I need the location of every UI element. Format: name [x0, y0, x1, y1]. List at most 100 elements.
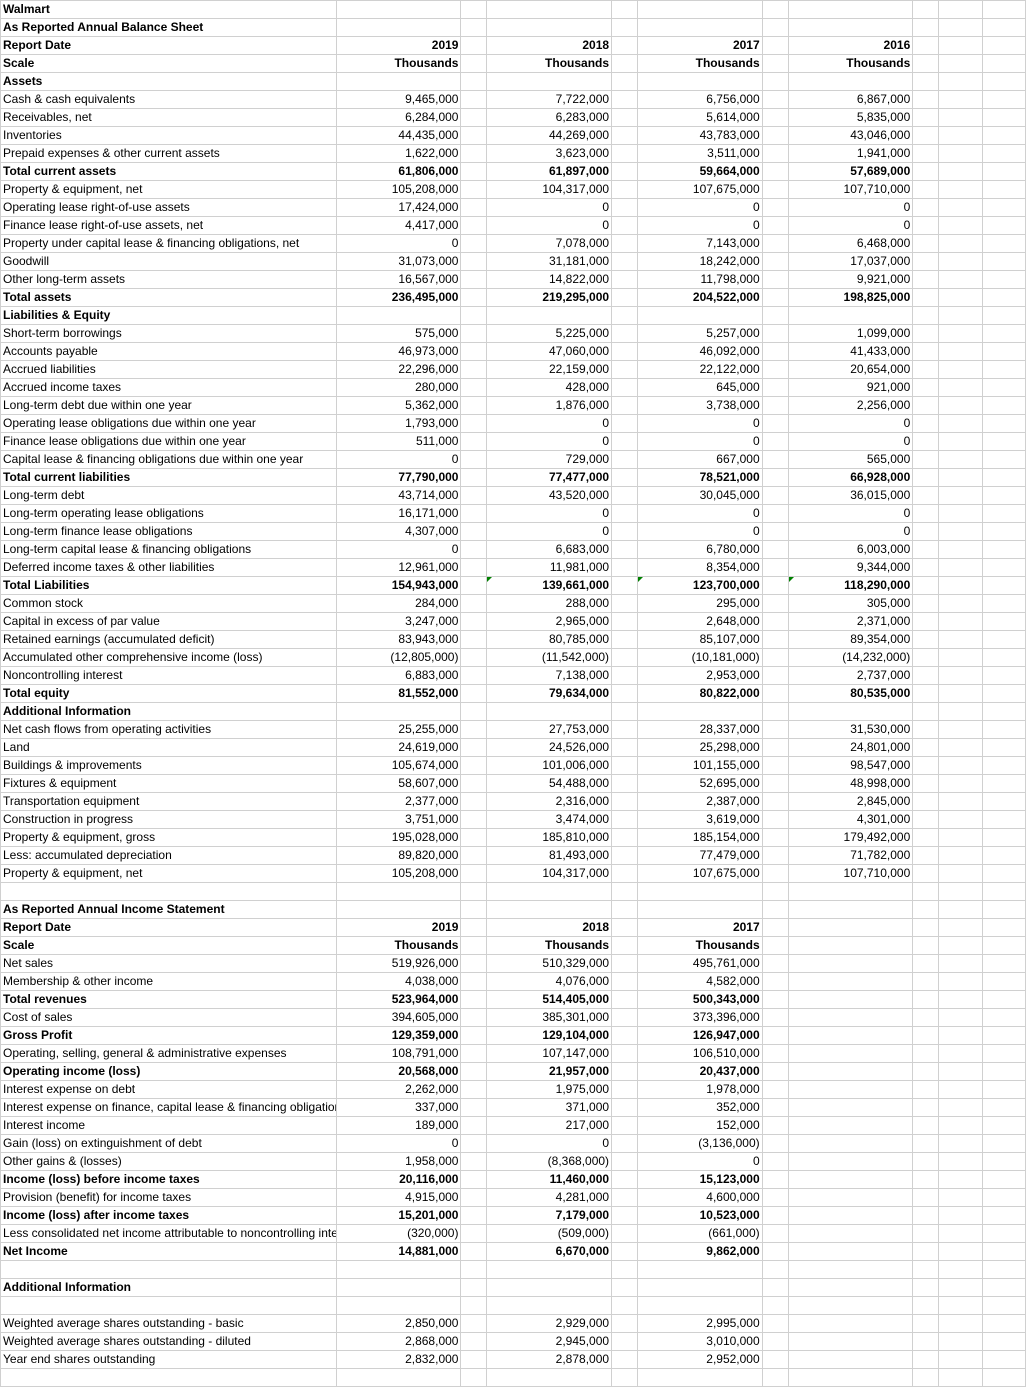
value-cell: 3,010,000	[638, 1333, 763, 1351]
value-cell: 9,921,000	[788, 271, 913, 289]
value-cell	[788, 1009, 913, 1027]
table-row: Finance lease right-of-use assets, net4,…	[1, 217, 1026, 235]
value-cell: 123,700,000	[638, 577, 763, 595]
value-cell: 305,000	[788, 595, 913, 613]
value-cell	[788, 973, 913, 991]
value-cell: 0	[487, 433, 612, 451]
value-cell	[788, 1099, 913, 1117]
value-cell: 25,255,000	[336, 721, 461, 739]
value-cell: 2,648,000	[638, 613, 763, 631]
value-cell	[638, 19, 763, 37]
value-cell: 17,037,000	[788, 253, 913, 271]
value-cell: 22,296,000	[336, 361, 461, 379]
value-cell: 80,785,000	[487, 631, 612, 649]
value-cell: 3,619,000	[638, 811, 763, 829]
value-cell: 198,825,000	[788, 289, 913, 307]
value-cell: (12,805,000)	[336, 649, 461, 667]
value-cell: 80,822,000	[638, 685, 763, 703]
row-label: Total Liabilities	[1, 577, 337, 595]
value-cell: Thousands	[336, 937, 461, 955]
value-cell: 107,710,000	[788, 865, 913, 883]
value-cell: 104,317,000	[487, 865, 612, 883]
value-cell: 0	[336, 1135, 461, 1153]
table-row: Report Date2019201820172016	[1, 37, 1026, 55]
value-cell: 27,753,000	[487, 721, 612, 739]
value-cell: 54,488,000	[487, 775, 612, 793]
table-row: Additional Information	[1, 703, 1026, 721]
value-cell: 8,354,000	[638, 559, 763, 577]
table-row	[1, 883, 1026, 901]
value-cell: 2,256,000	[788, 397, 913, 415]
value-cell	[638, 901, 763, 919]
row-label: Other long-term assets	[1, 271, 337, 289]
value-cell: 25,298,000	[638, 739, 763, 757]
value-cell: 1,876,000	[487, 397, 612, 415]
value-cell	[788, 1081, 913, 1099]
row-label: Total current assets	[1, 163, 337, 181]
row-label: Scale	[1, 937, 337, 955]
value-cell: 428,000	[487, 379, 612, 397]
value-cell: (8,368,000)	[487, 1153, 612, 1171]
table-row	[1, 1297, 1026, 1315]
value-cell	[788, 307, 913, 325]
value-cell: 0	[788, 433, 913, 451]
value-cell: 0	[788, 415, 913, 433]
value-cell: 0	[336, 541, 461, 559]
row-label: Report Date	[1, 37, 337, 55]
table-row: Net sales519,926,000510,329,000495,761,0…	[1, 955, 1026, 973]
table-row: Transportation equipment2,377,0002,316,0…	[1, 793, 1026, 811]
table-row: Report Date201920182017	[1, 919, 1026, 937]
table-row: Interest expense on finance, capital lea…	[1, 1099, 1026, 1117]
value-cell: 219,295,000	[487, 289, 612, 307]
row-label: Prepaid expenses & other current assets	[1, 145, 337, 163]
value-cell: 61,897,000	[487, 163, 612, 181]
value-cell: 2,953,000	[638, 667, 763, 685]
row-label: Assets	[1, 73, 337, 91]
value-cell: (3,136,000)	[638, 1135, 763, 1153]
row-label: Inventories	[1, 127, 337, 145]
value-cell: 510,329,000	[487, 955, 612, 973]
table-row	[1, 1369, 1026, 1387]
row-label: Liabilities & Equity	[1, 307, 337, 325]
value-cell	[487, 1261, 612, 1279]
row-label: Cash & cash equivalents	[1, 91, 337, 109]
value-cell: 575,000	[336, 325, 461, 343]
value-cell	[788, 19, 913, 37]
row-label: Deferred income taxes & other liabilitie…	[1, 559, 337, 577]
row-label: Additional Information	[1, 703, 337, 721]
table-row: Other gains & (losses)1,958,000(8,368,00…	[1, 1153, 1026, 1171]
value-cell: (320,000)	[336, 1225, 461, 1243]
value-cell	[487, 19, 612, 37]
value-cell	[788, 1297, 913, 1315]
value-cell	[336, 901, 461, 919]
row-label: Total assets	[1, 289, 337, 307]
table-row: Receivables, net6,284,0006,283,0005,614,…	[1, 109, 1026, 127]
table-row: Less consolidated net income attributabl…	[1, 1225, 1026, 1243]
value-cell: 204,522,000	[638, 289, 763, 307]
value-cell: 0	[638, 505, 763, 523]
value-cell: Thousands	[487, 937, 612, 955]
row-label: Net sales	[1, 955, 337, 973]
table-row: Capital lease & financing obligations du…	[1, 451, 1026, 469]
value-cell	[788, 1243, 913, 1261]
value-cell: 7,143,000	[638, 235, 763, 253]
table-row: Accrued income taxes280,000428,000645,00…	[1, 379, 1026, 397]
value-cell: 16,171,000	[336, 505, 461, 523]
value-cell	[487, 901, 612, 919]
value-cell: 6,683,000	[487, 541, 612, 559]
value-cell: 2,929,000	[487, 1315, 612, 1333]
row-label: Total revenues	[1, 991, 337, 1009]
value-cell: 154,943,000	[336, 577, 461, 595]
value-cell	[788, 1225, 913, 1243]
value-cell: 18,242,000	[638, 253, 763, 271]
value-cell: 52,695,000	[638, 775, 763, 793]
value-cell: 6,780,000	[638, 541, 763, 559]
value-cell: 5,257,000	[638, 325, 763, 343]
value-cell	[638, 703, 763, 721]
row-label: Receivables, net	[1, 109, 337, 127]
value-cell: 107,710,000	[788, 181, 913, 199]
value-cell: 11,460,000	[487, 1171, 612, 1189]
value-cell: 46,092,000	[638, 343, 763, 361]
value-cell: 66,928,000	[788, 469, 913, 487]
value-cell: 729,000	[487, 451, 612, 469]
